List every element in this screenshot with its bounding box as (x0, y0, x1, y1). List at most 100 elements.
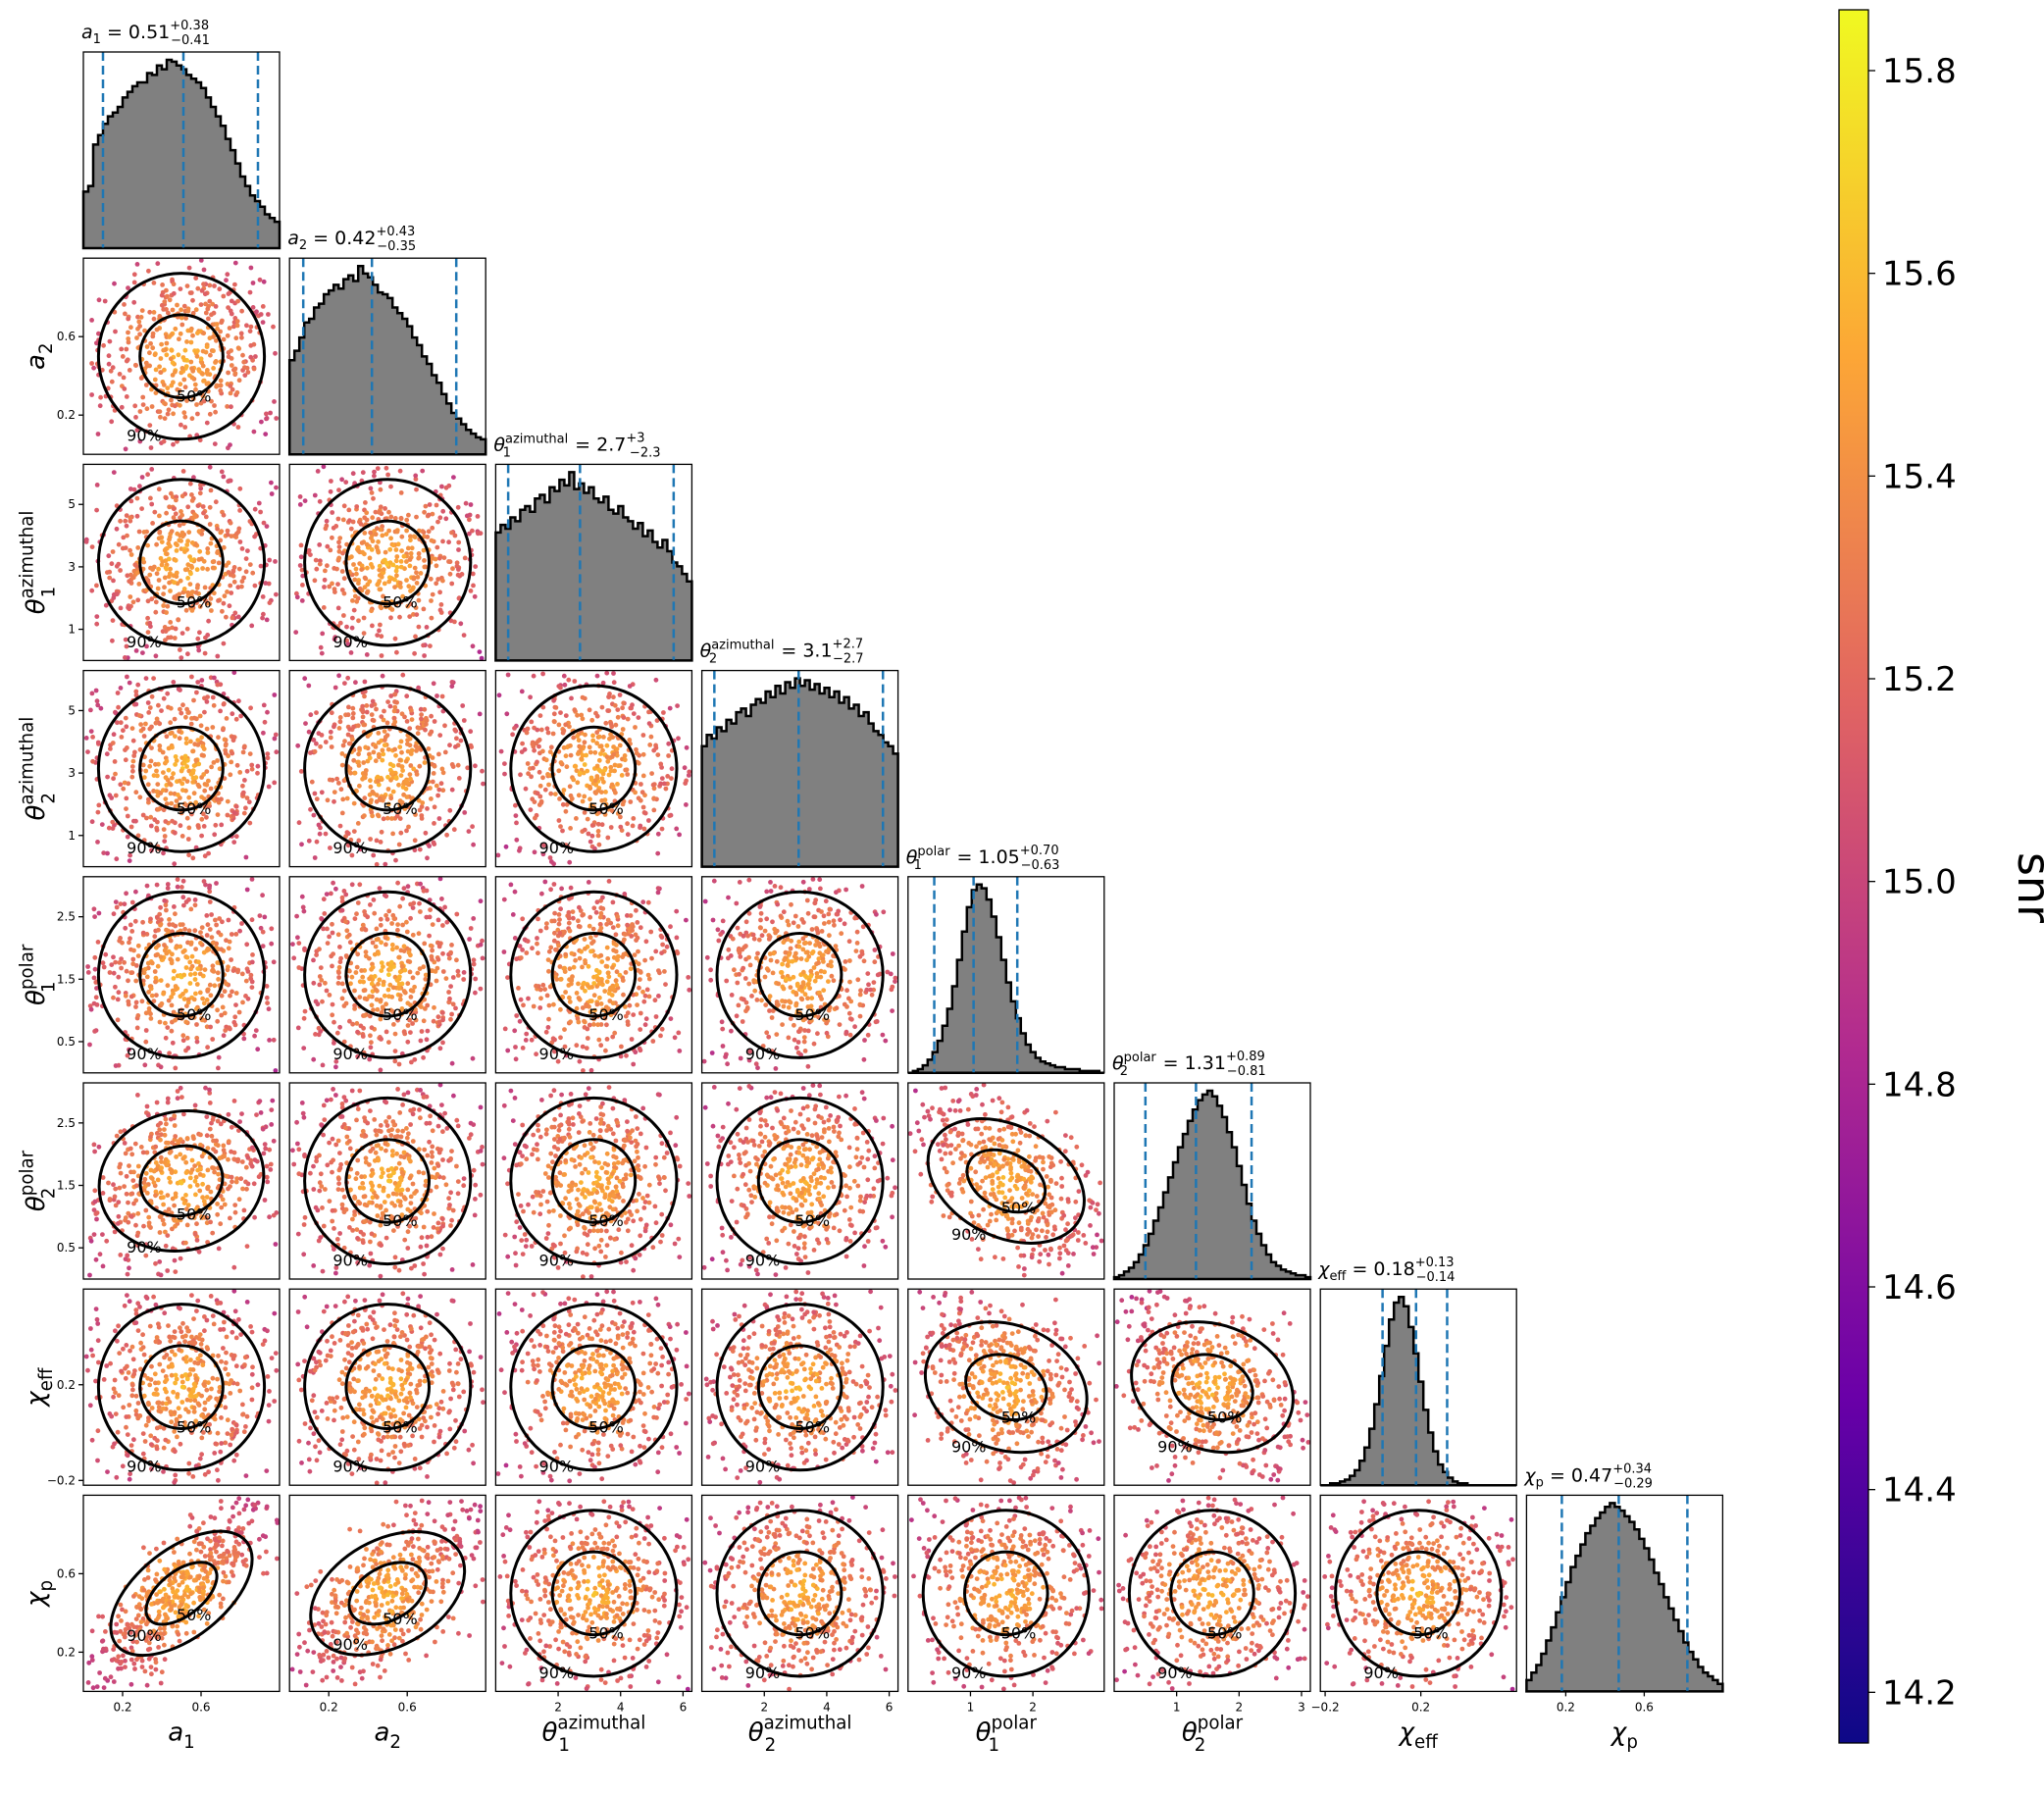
scatter-point (566, 983, 571, 988)
scatter-point (214, 304, 219, 309)
scatter-point (175, 548, 179, 553)
scatter-point (607, 879, 612, 884)
scatter-point (352, 989, 357, 994)
panel-title-a1: a1 = 0.51+0.38−0.41 (81, 19, 210, 48)
scatter-point (290, 942, 295, 947)
scatter-point (631, 1062, 636, 1067)
scatter-point (356, 900, 361, 905)
scatter-point (208, 505, 213, 510)
scatter-point (145, 472, 150, 477)
scatter-point (114, 899, 119, 904)
scatter-point (451, 764, 456, 769)
scatter-point (356, 548, 361, 553)
scatter-point (165, 604, 170, 609)
scatter-point (446, 990, 451, 995)
scatter-point (629, 934, 634, 939)
scatter-point (634, 908, 639, 913)
scatter-point (372, 470, 377, 475)
scatter-point (605, 759, 610, 764)
scatter-point (640, 790, 645, 794)
scatter-point (85, 964, 90, 969)
scatter-point (431, 592, 435, 597)
scatter-point (847, 958, 852, 963)
scatter-point (621, 993, 626, 998)
contour-label: 50% (383, 593, 418, 612)
scatter-point (163, 834, 168, 839)
scatter-point (380, 830, 384, 835)
hist-panel-a2: a2 = 0.42+0.43−0.35 (287, 225, 485, 454)
scatter-point (250, 877, 255, 882)
scatter-point (164, 495, 169, 500)
scatter-point (257, 1174, 262, 1179)
scatter-point (113, 985, 118, 990)
scatter-point (92, 906, 97, 911)
scatter-point (97, 911, 102, 916)
scatter-point (322, 585, 327, 589)
scatter-point (741, 934, 746, 939)
scatter-point (395, 928, 400, 933)
scatter-point (473, 564, 478, 569)
y-tick-label: 1.5 (57, 972, 76, 986)
scatter-point (366, 589, 371, 594)
scatter-point (265, 710, 270, 715)
scatter-point (133, 919, 138, 924)
scatter-point (356, 581, 361, 586)
scatter-point (313, 578, 318, 583)
scatter-point (770, 1015, 775, 1020)
scatter-point (597, 735, 602, 740)
scatter-point (181, 879, 186, 884)
scatter-point (637, 761, 641, 766)
scatter-point (408, 743, 413, 747)
scatter-point (161, 770, 166, 775)
scatter-point (203, 651, 208, 656)
scatter-point (215, 322, 220, 327)
scatter-point (405, 981, 410, 986)
scatter-point (188, 907, 193, 912)
scatter-point (394, 554, 399, 559)
scatter-point (408, 970, 413, 975)
scatter-point (222, 337, 227, 342)
scatter-point (188, 582, 193, 587)
scatter-point (350, 598, 355, 603)
scatter-point (110, 639, 115, 643)
scatter-point (173, 820, 178, 825)
scatter-point (216, 598, 221, 603)
scatter-point (94, 1257, 99, 1262)
scatter-point (356, 618, 361, 623)
scatter-point (109, 369, 114, 374)
scatter-point (618, 763, 623, 768)
scatter-point (556, 768, 561, 773)
scatter-point (142, 734, 147, 739)
scatter-point (173, 717, 178, 722)
scatter-point (386, 747, 391, 752)
scatter-point (375, 938, 380, 943)
scatter-point (209, 912, 214, 917)
scatter-point (379, 940, 383, 945)
scatter-point (469, 589, 474, 593)
scatter-point (526, 727, 531, 732)
scatter-point (610, 1035, 615, 1040)
scatter-point (427, 529, 432, 534)
scatter-point (173, 636, 178, 641)
scatter-point (423, 977, 428, 982)
scatter-point (796, 1040, 801, 1045)
contour-label: 50% (177, 799, 212, 818)
scatter-point (117, 939, 122, 944)
scatter-point (604, 922, 609, 927)
scatter-point (219, 320, 224, 325)
scatter-point (737, 972, 741, 977)
scatter-point (184, 764, 189, 769)
scatter-point (179, 307, 183, 312)
scatter-point (300, 583, 305, 588)
scatter-point (212, 832, 217, 837)
scatter-point (116, 1017, 121, 1022)
scatter-point (224, 278, 229, 282)
scatter-point (175, 758, 179, 763)
scatter-point (412, 1057, 417, 1062)
scatter-point (809, 996, 814, 1000)
scatter-point (847, 1011, 852, 1016)
scatter-point (149, 824, 154, 829)
scatter-point (195, 966, 200, 971)
scatter-point (626, 832, 631, 837)
scatter-point (322, 897, 327, 901)
